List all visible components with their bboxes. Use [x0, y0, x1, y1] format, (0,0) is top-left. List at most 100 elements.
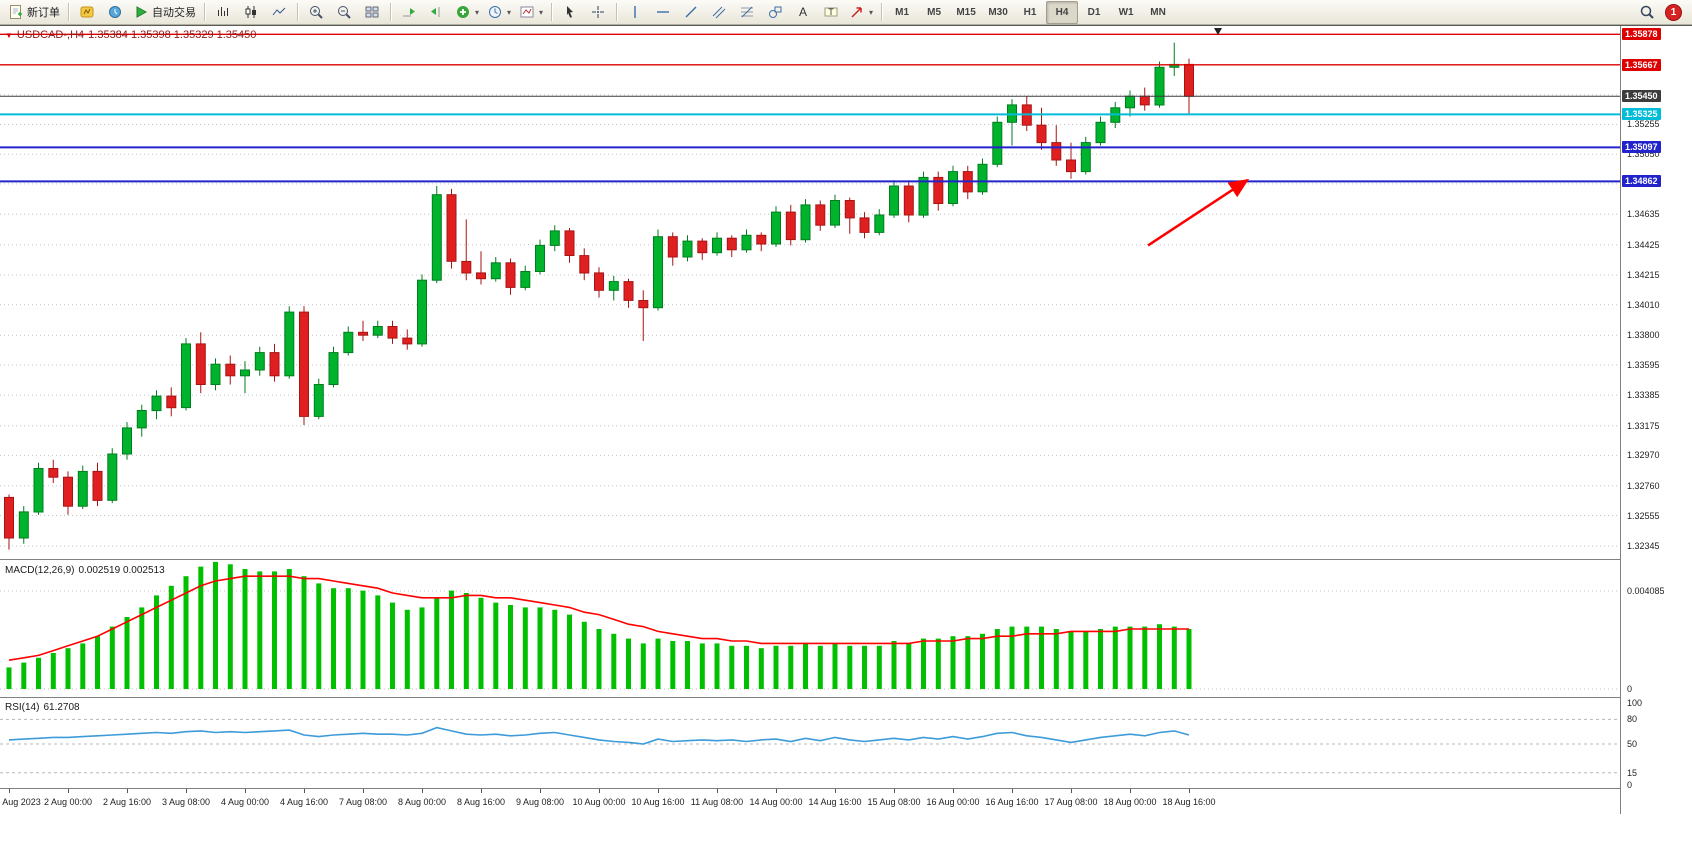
- zoom-in-icon: [308, 4, 324, 20]
- time-axis-label: 1 Aug 2023: [0, 797, 41, 807]
- time-tick: [894, 789, 895, 793]
- candlestick-chart-button[interactable]: [237, 1, 265, 24]
- chevron-down-icon: ▾: [869, 7, 874, 17]
- chart-ohlc-values: 1.35384 1.35398 1.35329 1.35450: [88, 29, 257, 41]
- data-window-button[interactable]: [101, 1, 129, 24]
- toolbar-separator: [390, 3, 391, 21]
- bar-chart-icon: [215, 4, 231, 20]
- auto-scroll-icon: [401, 4, 417, 20]
- crosshair-icon: [590, 4, 606, 20]
- time-axis-label: 14 Aug 00:00: [749, 797, 803, 807]
- text-label-button[interactable]: T: [817, 1, 845, 24]
- arrows-button[interactable]: ▾: [845, 1, 877, 24]
- price-badge: 1.35878: [1622, 28, 1661, 40]
- macd-axis-label: 0: [1627, 684, 1633, 694]
- timeframe-h4-button[interactable]: H4: [1046, 0, 1079, 24]
- fibonacci-button[interactable]: [733, 1, 761, 24]
- cursor-icon: [562, 4, 578, 20]
- templates-button[interactable]: ▾: [515, 1, 547, 24]
- chart-title: ▼ USDCAD-,H4 1.35384 1.35398 1.35329 1.3…: [5, 29, 256, 41]
- time-axis-label: 16 Aug 00:00: [926, 797, 980, 807]
- price-chart[interactable]: [0, 26, 1620, 559]
- chart-shift-icon: [429, 4, 445, 20]
- indicators-icon: [455, 4, 471, 20]
- equidistant-channel-button[interactable]: [705, 1, 733, 24]
- time-tick: [186, 789, 187, 793]
- clock-icon: [487, 4, 503, 20]
- time-tick: [422, 789, 423, 793]
- time-tick: [127, 789, 128, 793]
- chevron-down-icon: ▾: [475, 7, 480, 17]
- price-axis[interactable]: 1.35255 1.35050 1.34635 1.34425 1.34215 1.340…: [1620, 26, 1692, 814]
- time-axis-label: 18 Aug 16:00: [1162, 797, 1216, 807]
- bar-chart-button[interactable]: [209, 1, 237, 24]
- time-tick: [835, 789, 836, 793]
- price-badge: 1.34862: [1622, 175, 1661, 187]
- rsi-levels: [0, 718, 1620, 774]
- timeframe-m1-button[interactable]: M1: [895, 6, 910, 18]
- zoom-in-button[interactable]: [302, 1, 330, 24]
- text-button[interactable]: A: [789, 1, 817, 24]
- time-axis-label: 10 Aug 00:00: [572, 797, 626, 807]
- svg-text:A: A: [799, 5, 807, 19]
- time-tick: [304, 789, 305, 793]
- toolbar-separator: [551, 3, 553, 21]
- hline-icon: [655, 4, 671, 20]
- auto-scroll-button[interactable]: [395, 1, 423, 24]
- macd-signal-line: [8, 575, 1189, 661]
- tile-windows-button[interactable]: [358, 1, 386, 24]
- notification-badge[interactable]: 1: [1665, 3, 1682, 21]
- price-axis-label: 1.35050: [1627, 149, 1660, 159]
- price-axis-label: 1.32345: [1627, 541, 1660, 551]
- new-order-button[interactable]: 新订单: [4, 1, 64, 24]
- autotrading-button[interactable]: 自动交易: [129, 1, 200, 24]
- zoom-out-button[interactable]: [330, 1, 358, 24]
- timeframe-m5-button[interactable]: M5: [927, 6, 942, 18]
- line-chart-button[interactable]: [265, 1, 293, 24]
- cursor-button[interactable]: [556, 1, 584, 24]
- panel-divider[interactable]: [0, 697, 1692, 698]
- history-icon: [107, 4, 123, 20]
- metaeditor-icon: [79, 4, 95, 20]
- time-axis-label: 15 Aug 08:00: [867, 797, 921, 807]
- text-label-icon: T: [823, 4, 839, 20]
- trend-arrow[interactable]: [1147, 178, 1250, 247]
- indicators-button[interactable]: ▾: [451, 1, 483, 24]
- shapes-button[interactable]: [761, 1, 789, 24]
- price-badge: 1.35667: [1622, 59, 1661, 71]
- timeframe-w1-button[interactable]: W1: [1118, 6, 1134, 18]
- macd-label: MACD(12,26,9) 0.002519 0.002513: [5, 565, 165, 576]
- timeframe-h1-button[interactable]: H1: [1023, 6, 1037, 18]
- price-badge: 1.35325: [1622, 108, 1661, 120]
- chart-symbol-label: USDCAD-,H4: [16, 29, 85, 41]
- time-tick: [1189, 789, 1190, 793]
- timeframe-d1-button[interactable]: D1: [1087, 6, 1101, 18]
- autotrading-icon: [133, 4, 149, 20]
- time-tick: [658, 789, 659, 793]
- timeframe-m15-button[interactable]: M15: [956, 6, 976, 18]
- time-tick: [363, 789, 364, 793]
- panel-divider[interactable]: [0, 559, 1692, 560]
- vertical-line-button[interactable]: [621, 1, 649, 24]
- search-button[interactable]: [1633, 1, 1661, 24]
- chart-shift-button[interactable]: [423, 1, 451, 24]
- price-axis-label: 1.34425: [1627, 240, 1660, 250]
- horizontal-line-button[interactable]: [649, 1, 677, 24]
- toolbar: 新订单 自动交易 ▾ ▾ ▾ A T ▾ M1 M5 M15 M30 H1 H4 D1 W1 MN 1: [0, 0, 1692, 25]
- rsi-label: RSI(14) 61.2708: [5, 702, 80, 713]
- trendline-icon: [683, 4, 699, 20]
- rsi-panel[interactable]: [0, 698, 1620, 787]
- crosshair-button[interactable]: [584, 1, 612, 24]
- time-tick: [9, 789, 10, 793]
- periods-button[interactable]: ▾: [483, 1, 515, 24]
- metaeditor-button[interactable]: [73, 1, 101, 24]
- timeframe-m30-button[interactable]: M30: [988, 6, 1008, 18]
- time-tick: [245, 789, 246, 793]
- time-tick: [1071, 789, 1072, 793]
- rsi-axis-label: 15: [1627, 768, 1638, 778]
- macd-panel[interactable]: [0, 561, 1620, 696]
- timeframe-mn-button[interactable]: MN: [1150, 6, 1166, 18]
- trendline-button[interactable]: [677, 1, 705, 24]
